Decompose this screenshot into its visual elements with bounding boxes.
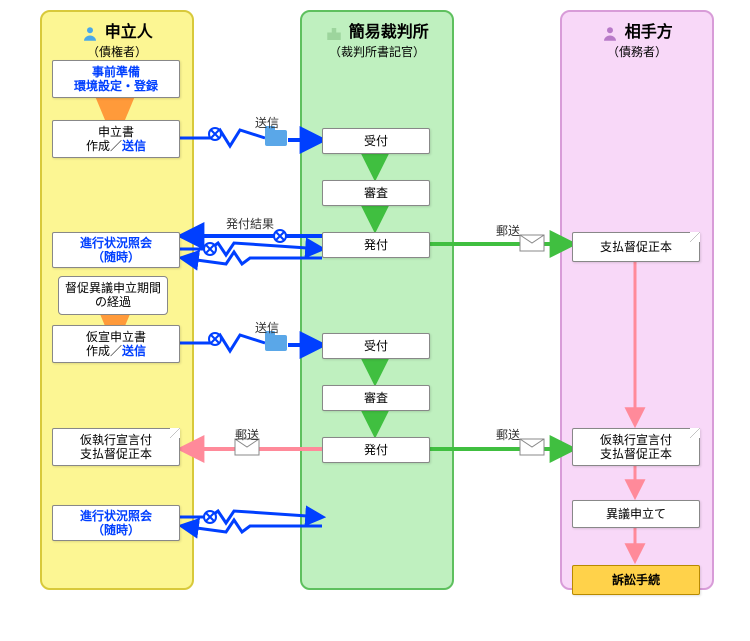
column-respondent-title: 相手方 <box>625 24 673 41</box>
box-status-check-1: 進行状況照会 （随時） <box>52 232 180 268</box>
text-line: 申立書 <box>98 125 134 139</box>
box-respondent-document-2: 仮執行宣言付 支払督促正本 <box>572 428 700 466</box>
box-file-application: 申立書 作成／送信 <box>52 120 180 158</box>
column-court: 簡易裁判所 （裁判所書記官） <box>300 10 454 590</box>
text-line: 作成／送信 <box>86 139 146 153</box>
box-review-1: 審査 <box>322 180 430 206</box>
flowchart: 申立人 （債権者） 簡易裁判所 （裁判所書記官） 相手方 （債務者） <box>10 10 740 630</box>
box-litigation: 訴訟手続 <box>572 565 700 595</box>
text-line: 仮宣申立書 <box>86 330 146 344</box>
label-send-1: 送信 <box>255 114 279 131</box>
label-mail-1: 郵送 <box>235 426 259 443</box>
person-icon <box>81 25 99 43</box>
box-file-provisional: 仮宣申立書 作成／送信 <box>52 325 180 363</box>
box-issue-1: 発付 <box>322 232 430 258</box>
text-line: 支払督促正本 <box>80 447 152 461</box>
text-line: （随時） <box>92 523 140 537</box>
box-objection: 異議申立て <box>572 500 700 528</box>
label-mail-3: 郵送 <box>496 426 520 443</box>
text-line: 仮執行宣言付 <box>80 433 152 447</box>
box-preparation: 事前準備 環境設定・登録 <box>52 60 180 98</box>
column-court-title: 簡易裁判所 <box>349 24 429 41</box>
column-court-header: 簡易裁判所 （裁判所書記官） <box>302 18 452 60</box>
text-line: （随時） <box>92 250 140 264</box>
text-line: 進行状況照会 <box>80 236 152 250</box>
text-line: 進行状況照会 <box>80 509 152 523</box>
box-issue-2: 発付 <box>322 437 430 463</box>
column-applicant-header: 申立人 （債権者） <box>42 18 192 60</box>
court-icon <box>325 25 343 43</box>
person-icon <box>601 25 619 43</box>
text-line: 事前準備 <box>92 65 140 79</box>
text-line: 環境設定・登録 <box>74 79 158 93</box>
column-respondent-header: 相手方 （債務者） <box>562 18 712 60</box>
box-applicant-document: 仮執行宣言付 支払督促正本 <box>52 428 180 466</box>
note-objection-period: 督促異議申立期間 の経過 <box>58 276 168 315</box>
column-court-sub: （裁判所書記官） <box>302 43 452 60</box>
box-receive-1: 受付 <box>322 128 430 154</box>
box-review-2: 審査 <box>322 385 430 411</box>
column-applicant-sub: （債権者） <box>42 43 192 60</box>
label-send-2: 送信 <box>255 319 279 336</box>
box-status-check-2: 進行状況照会 （随時） <box>52 505 180 541</box>
label-result: 発付結果 <box>226 215 274 232</box>
label-mail-2: 郵送 <box>496 222 520 239</box>
column-applicant-title: 申立人 <box>105 24 153 41</box>
column-respondent-sub: （債務者） <box>562 43 712 60</box>
box-receive-2: 受付 <box>322 333 430 359</box>
box-respondent-document-1: 支払督促正本 <box>572 232 700 262</box>
text-line: 作成／送信 <box>86 344 146 358</box>
